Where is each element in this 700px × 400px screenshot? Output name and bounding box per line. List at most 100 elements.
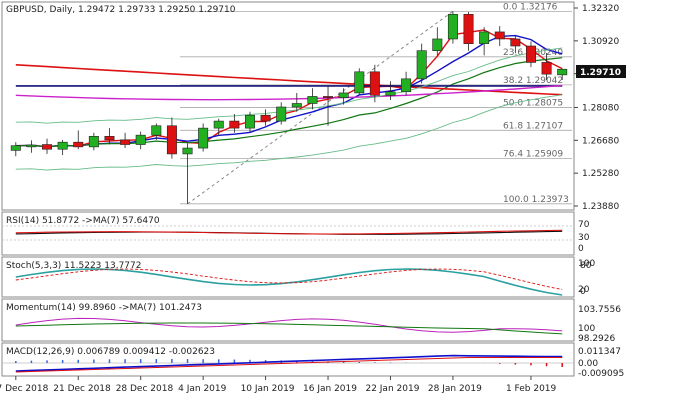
stoch-tick-80: 80 (580, 261, 592, 271)
macd-panel-frame (1, 342, 575, 377)
candle (88, 132, 99, 151)
fib-level-label: 61.8 1.27107 (503, 121, 563, 131)
candle-body (307, 96, 318, 104)
date-tick-label: 10 Jan 2019 (241, 384, 295, 394)
candle (104, 128, 115, 145)
candle-body (447, 14, 458, 40)
fib-level-label: 50.0 1.28075 (503, 99, 563, 109)
stoch-panel-frame (1, 256, 575, 298)
stoch-tick-20: 20 (578, 285, 590, 295)
rsi-label: RSI(14) 51.8772 ->MA(7) 57.6470 (6, 216, 160, 226)
candle (401, 71, 412, 96)
candle (354, 68, 365, 96)
candle-body (104, 136, 115, 141)
candle (182, 143, 193, 204)
ma-long-red-line (15, 64, 563, 96)
candle-body (463, 14, 474, 44)
current-price-label: 1.29710 (580, 68, 621, 78)
momentum-tick-high: 103.7556 (578, 305, 621, 315)
candle-body (73, 141, 84, 148)
candle-body (510, 38, 521, 47)
chart-title: GBPUSD, Daily, 1.29472 1.29733 1.29250 1… (6, 5, 236, 15)
date-tick-label: 28 Jan 2019 (428, 384, 482, 394)
candle (120, 132, 131, 149)
candle (557, 68, 568, 81)
candle (151, 123, 162, 140)
fib-level-label: 100.0 1.23973 (503, 195, 569, 205)
candle (198, 123, 209, 152)
candle (291, 92, 302, 112)
candle (510, 35, 521, 54)
price-tick-label: 1.30920 (582, 37, 619, 47)
main-panel-frame (1, 1, 575, 211)
candle-body (557, 68, 568, 76)
candle-body (260, 114, 271, 122)
candle-body (166, 125, 177, 155)
candle (494, 26, 505, 47)
candle-body (276, 106, 287, 122)
candle-body (229, 120, 240, 129)
candle-body (354, 71, 365, 94)
candle (135, 131, 146, 150)
candle (10, 142, 21, 157)
date-tick-label: 28 Dec 2018 (116, 384, 174, 394)
candles-layer (10, 11, 568, 204)
stoch-label: Stoch(5,3,3) 11.5223 13.7772 (6, 261, 141, 271)
fib-level-label: 38.2 1.29042 (503, 76, 563, 86)
macd-line (15, 354, 563, 372)
macd-label: MACD(12,26,9) 0.006789 0.009412 -0.00262… (6, 347, 215, 357)
candle (369, 64, 380, 103)
candle (57, 139, 68, 156)
candle-body (182, 147, 193, 155)
candle (42, 138, 53, 154)
candle-body (135, 134, 146, 145)
macd-tick-high: 0.011347 (578, 347, 621, 357)
macd-tick-zero: 0.00 (578, 359, 598, 369)
candle-body (338, 92, 349, 98)
candle (213, 118, 224, 136)
candle-body (432, 38, 443, 51)
macd-tick-low: -0.009095 (578, 369, 624, 379)
candle-body (244, 114, 255, 129)
macd-signal-line (15, 357, 563, 373)
fib-diagonal-line (187, 10, 454, 205)
ma-magenta-line (15, 84, 563, 101)
candle-body (541, 62, 552, 75)
date-tick-label: 1 Feb 2019 (506, 384, 557, 394)
candle-body (525, 45, 536, 63)
candle-body (494, 31, 505, 40)
ma-slow-line (15, 57, 563, 148)
date-tick-label: 4 Jan 2019 (178, 384, 226, 394)
candle (447, 11, 458, 44)
candle (26, 140, 37, 153)
stoch-d-line (15, 268, 563, 290)
candle (229, 114, 240, 133)
candle-body (42, 144, 53, 150)
momentum-tick-mid: 100 (578, 324, 595, 334)
bollinger-upper-line (15, 47, 563, 124)
candle (166, 117, 177, 159)
fib-level-label: 0.0 1.32176 (503, 2, 558, 12)
candle (276, 102, 287, 125)
candle-body (151, 125, 162, 136)
stoch-tick-100: 100 (578, 259, 595, 269)
momentum-line (15, 317, 563, 333)
candle (323, 85, 334, 126)
candle (525, 41, 536, 68)
candle-body (120, 139, 131, 145)
rsi-tick-30: 30 (578, 233, 590, 243)
candle (260, 109, 271, 126)
candle (307, 88, 318, 110)
momentum-tick-low: 98.2926 (578, 334, 615, 344)
candle-body (10, 145, 21, 151)
momentum-label: Momentum(14) 99.8960 ->MA(7) 101.2473 (6, 303, 202, 313)
rsi-ma-line (15, 229, 563, 235)
candle-body (26, 144, 37, 148)
rsi-tick-70: 70 (578, 220, 590, 230)
candle-body (198, 127, 209, 149)
candle-body (213, 120, 224, 129)
candle-body (369, 71, 380, 96)
price-tick-label: 1.28080 (582, 103, 619, 113)
candle (385, 81, 396, 100)
